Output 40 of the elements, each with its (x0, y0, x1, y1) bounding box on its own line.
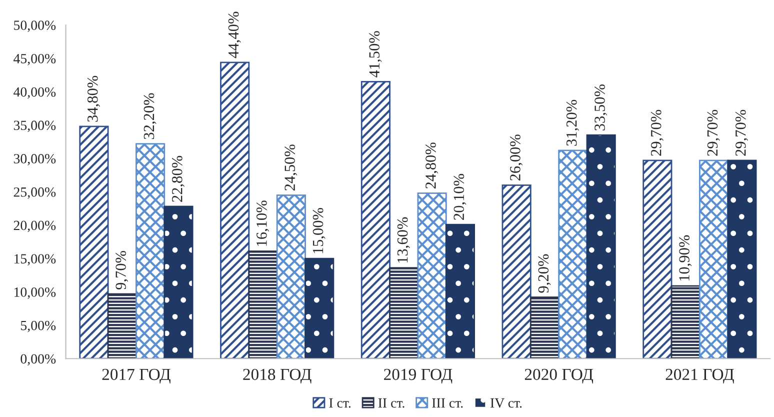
data-label: 34,80% (87, 76, 100, 122)
data-label: 13,60% (397, 217, 410, 263)
data-label: 29,70% (735, 110, 748, 156)
data-label: 9,70% (116, 250, 128, 290)
legend-label: II ст. (378, 398, 404, 408)
data-label: 10,90% (679, 235, 692, 281)
y-tick-label: 15,00% (14, 254, 56, 266)
y-tick-label: 50,00% (14, 20, 56, 32)
data-label: 24,50% (284, 144, 298, 190)
y-tick-label: 25,00% (14, 187, 56, 199)
data-label: 44,40% (228, 12, 241, 58)
data-label: 15,00% (312, 208, 326, 254)
data-label: 20,10% (454, 174, 466, 220)
x-tick-label: 2017 ГОД (102, 368, 170, 384)
x-tick-label: 2018 ГОД (243, 368, 312, 384)
data-label: 31,20% (566, 100, 579, 146)
data-label: 41,50% (369, 31, 382, 78)
data-label: 22,80% (172, 156, 185, 202)
x-tick-label: 2020 ГОД (524, 368, 594, 384)
data-label: 32,20% (144, 93, 156, 140)
y-tick-label: 35,00% (14, 120, 56, 132)
y-tick-label: 40,00% (14, 87, 56, 99)
data-label: 16,10% (256, 200, 270, 246)
y-tick-label: 20,00% (14, 220, 56, 232)
y-tick-label: 0,00% (20, 354, 56, 366)
data-label: 9,20% (538, 254, 551, 293)
data-label: 26,00% (510, 134, 523, 180)
data-label: 29,70% (650, 110, 664, 156)
legend-label: I ст. (329, 398, 351, 408)
y-tick-label: 5,00% (21, 320, 56, 332)
legend-label: IV ст. (490, 398, 522, 408)
y-tick-label: 30,00% (14, 154, 56, 166)
data-label: 33,50% (594, 84, 608, 130)
x-tick-label: 2021 ГОД (666, 368, 734, 384)
y-tick-label: 10,00% (14, 287, 56, 299)
y-tick-label: 45,00% (14, 54, 56, 66)
legend-label: III ст. (432, 398, 463, 408)
x-tick-label: 2019 ГОД (384, 368, 452, 384)
data-label: 29,70% (707, 110, 720, 156)
data-label: 24,80% (426, 142, 438, 188)
